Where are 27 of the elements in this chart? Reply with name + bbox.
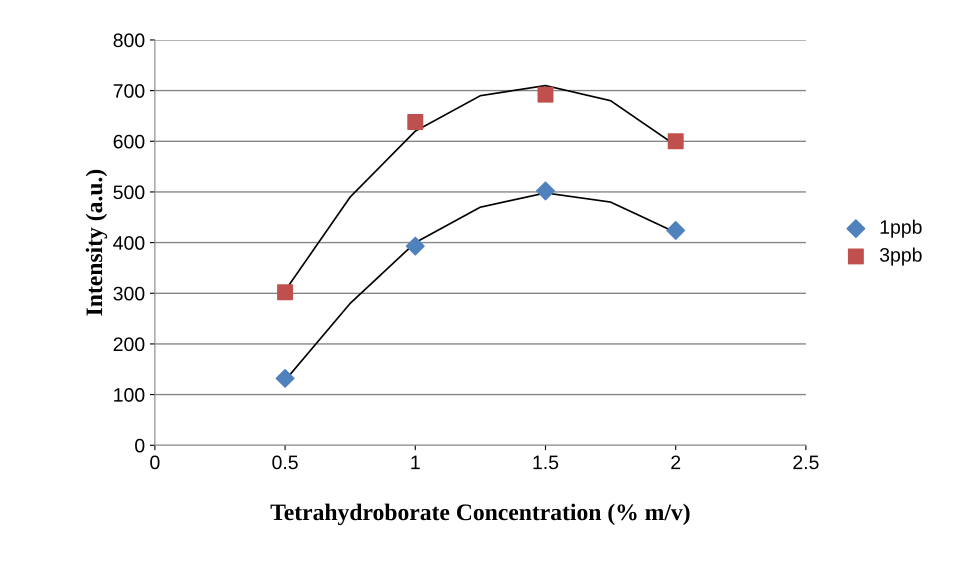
- y-tick-label: 700: [114, 84, 144, 98]
- y-axis-title: Intensity (a.u.): [86, 170, 108, 316]
- x-tick-label: 1.5: [533, 456, 558, 470]
- point: [538, 86, 554, 103]
- x-tick-label: 2.5: [793, 455, 819, 470]
- x-axis-title: Tetrahydroborate Concentration (% m/v): [270, 504, 690, 526]
- y-tick-label: 300: [113, 286, 144, 300]
- point: [276, 368, 295, 388]
- point: [407, 114, 424, 130]
- y-tick-label: 400: [113, 236, 144, 250]
- x-tick-label: 2: [671, 455, 680, 470]
- y-tick-label: 100: [114, 388, 144, 402]
- point: [406, 236, 425, 256]
- legend-label: 3ppb: [880, 247, 922, 266]
- y-tick-label: 500: [113, 185, 144, 200]
- y-tick-label: 200: [114, 337, 144, 352]
- legend-label: 1ppb: [880, 220, 922, 238]
- y-tick-label: 600: [114, 134, 144, 149]
- x-tick-label: 0: [150, 455, 160, 470]
- y-tick-label: 800: [114, 33, 144, 48]
- y-tick-label: 0: [135, 438, 144, 452]
- x-tick-label: 1: [411, 456, 420, 470]
- point: [666, 220, 686, 240]
- point: [277, 284, 294, 300]
- x-tick-label: 0.5: [272, 455, 298, 470]
- point: [536, 181, 555, 200]
- point: [668, 133, 684, 150]
